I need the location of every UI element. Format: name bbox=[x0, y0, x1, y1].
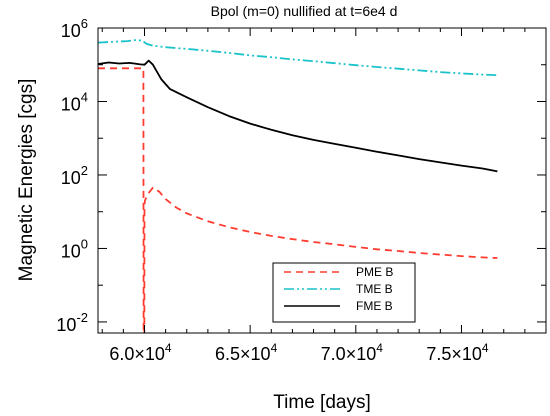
series-line-pme-b bbox=[98, 67, 498, 333]
chart-title: Bpol (m=0) nullified at t=6e4 d bbox=[211, 3, 398, 19]
x-axis-ticks: 6.0×104 6.5×104 7.0×104 7.5×104 bbox=[101, 28, 547, 364]
y-tick-label: 106 bbox=[61, 16, 88, 41]
y-axis-label: Magnetic Energies [cgs] bbox=[16, 79, 37, 282]
legend-label: FME B bbox=[356, 299, 393, 313]
plot-lines bbox=[98, 39, 498, 333]
legend-label: PME B bbox=[356, 265, 393, 279]
legend: PME B TME B FME B bbox=[272, 262, 416, 323]
series-line-tme-b bbox=[98, 39, 498, 77]
y-tick-label: 100 bbox=[61, 236, 88, 261]
legend-label: TME B bbox=[356, 282, 393, 296]
legend-box bbox=[272, 262, 416, 323]
plot-frame bbox=[97, 27, 547, 334]
x-axis-label: Time [days] bbox=[273, 392, 371, 413]
series-line-fme-b bbox=[98, 59, 498, 173]
y-tick-label: 104 bbox=[61, 89, 88, 114]
x-tick-label: 7.5×104 bbox=[426, 341, 489, 364]
y-tick-label: 10-2 bbox=[56, 310, 88, 335]
y-tick-label: 102 bbox=[61, 163, 88, 188]
x-tick-label: 6.5×104 bbox=[215, 341, 278, 364]
x-tick-label: 6.0×104 bbox=[109, 341, 172, 364]
x-tick-label: 7.0×104 bbox=[321, 341, 384, 364]
